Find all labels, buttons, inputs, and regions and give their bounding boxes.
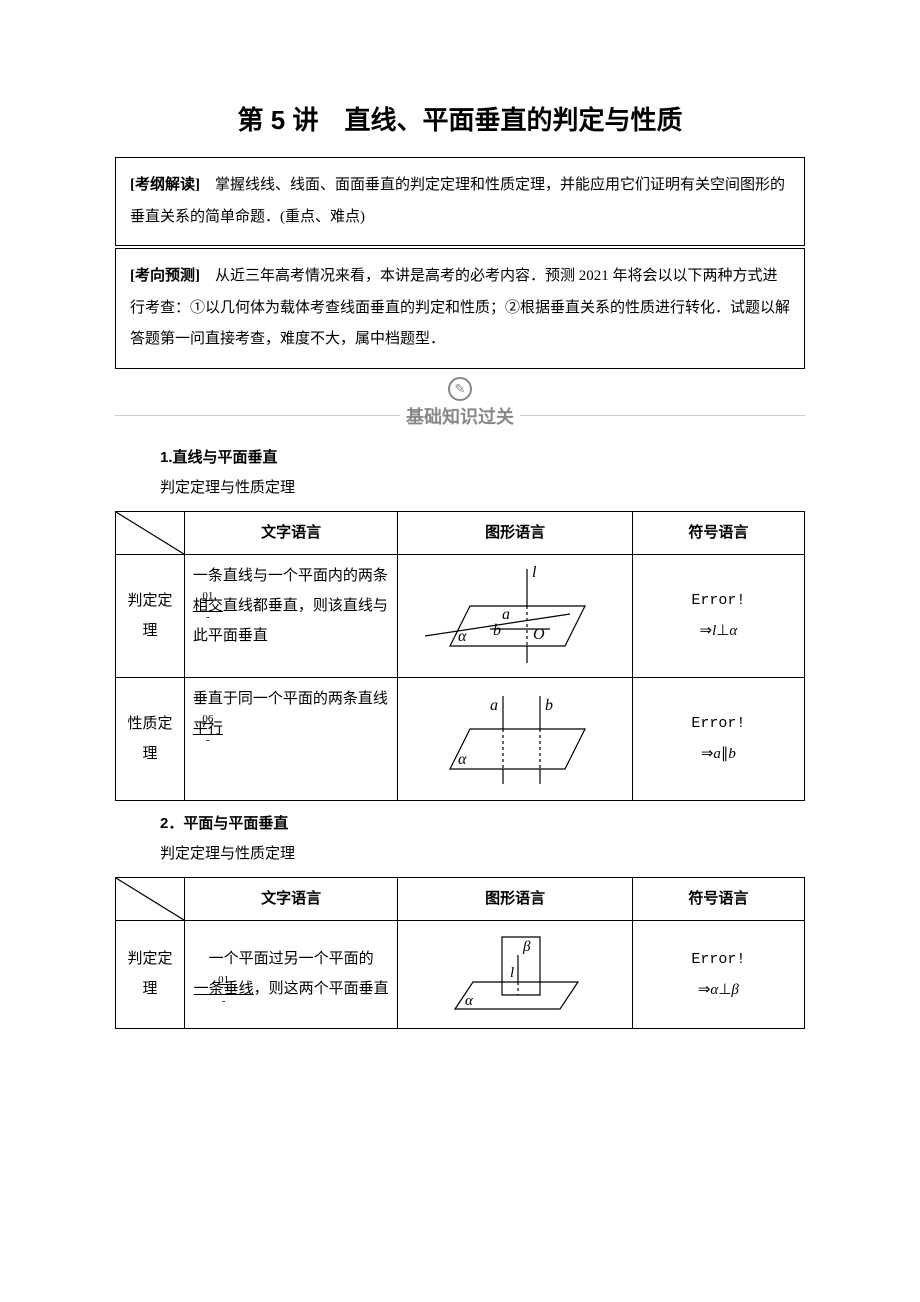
symbol-cell-judgment: Error! ⇒α⊥β	[632, 920, 804, 1028]
diag-header-cell	[116, 877, 185, 920]
row-label-judgment: 判定定理	[116, 920, 185, 1028]
box1-label: [考纲解读]	[130, 177, 200, 193]
box2-label: [考向预测]	[130, 268, 200, 284]
annotation-06: 06平行-	[193, 714, 223, 744]
trend-forecast-box: [考向预测] 从近三年高考情况来看，本讲是高考的必考内容．预测 2021 年将会…	[115, 248, 805, 369]
svg-text:l: l	[532, 564, 537, 581]
col-symbol-lang: 符号语言	[632, 511, 804, 554]
text-cell-judgment: 一个平面过另一个平面的01一条垂线-，则这两个平面垂直	[184, 920, 398, 1028]
box1-text: 掌握线线、线面、面面垂直的判定定理和性质定理，并能应用它们证明有关空间图形的垂直…	[130, 177, 785, 225]
row-label-property: 性质定理	[116, 677, 185, 800]
figure-cell-judgment: l a b O α	[398, 554, 632, 677]
table-row: 判定定理 一个平面过另一个平面的01一条垂线-，则这两个平面垂直 β l α E…	[116, 920, 805, 1028]
leaf-icon: ✎	[448, 377, 472, 401]
section2-heading: 2．平面与平面垂直	[160, 809, 805, 839]
page-title: 第 5 讲 直线、平面垂直的判定与性质	[115, 100, 805, 137]
col-text-lang: 文字语言	[184, 511, 398, 554]
symbolic-conclusion: ⇒α⊥β	[698, 982, 739, 998]
svg-text:β: β	[522, 939, 531, 955]
table-row: 性质定理 垂直于同一个平面的两条直线06平行- a b α Error! ⇒a∥…	[116, 677, 805, 800]
annotation-01b: 01一条垂线-	[194, 974, 254, 1004]
svg-text:b: b	[545, 697, 553, 714]
svg-text:α: α	[465, 993, 474, 1009]
col-figure-lang: 图形语言	[398, 877, 632, 920]
figure-cell-judgment: β l α	[398, 920, 632, 1028]
annotation-01: 01相交-	[193, 591, 223, 621]
figure-cell-property: a b α	[398, 677, 632, 800]
section-divider: ✎ 基础知识过关	[115, 377, 805, 429]
table-header-row: 文字语言 图形语言 符号语言	[116, 511, 805, 554]
divider-text: 基础知识过关	[406, 403, 514, 429]
col-text-lang: 文字语言	[184, 877, 398, 920]
svg-text:a: a	[502, 606, 510, 623]
box2-text: 从近三年高考情况来看，本讲是高考的必考内容．预测 2021 年将会以以下两种方式…	[130, 268, 790, 347]
row-label-judgment: 判定定理	[116, 554, 185, 677]
table-line-plane-perpendicular: 文字语言 图形语言 符号语言 判定定理 一条直线与一个平面内的两条01相交-直线…	[115, 511, 805, 801]
table-row: 判定定理 一条直线与一个平面内的两条01相交-直线都垂直，则该直线与此平面垂直 …	[116, 554, 805, 677]
text-cell-property: 垂直于同一个平面的两条直线06平行-	[184, 677, 398, 800]
svg-text:l: l	[510, 965, 514, 981]
svg-text:α: α	[458, 628, 467, 645]
symbolic-conclusion: ⇒a∥b	[701, 746, 736, 762]
table-header-row: 文字语言 图形语言 符号语言	[116, 877, 805, 920]
col-symbol-lang: 符号语言	[632, 877, 804, 920]
diag-header-cell	[116, 511, 185, 554]
col-figure-lang: 图形语言	[398, 511, 632, 554]
table-plane-plane-perpendicular: 文字语言 图形语言 符号语言 判定定理 一个平面过另一个平面的01一条垂线-，则…	[115, 877, 805, 1029]
section2-subtitle: 判定定理与性质定理	[160, 839, 805, 869]
svg-text:α: α	[458, 751, 467, 768]
error-text: Error!	[691, 951, 745, 968]
error-text: Error!	[691, 715, 745, 732]
svg-text:O: O	[533, 626, 545, 643]
section1-subtitle: 判定定理与性质定理	[160, 473, 805, 503]
section1-heading: 1.直线与平面垂直	[160, 443, 805, 473]
svg-text:b: b	[493, 622, 501, 639]
symbol-cell-judgment: Error! ⇒l⊥α	[632, 554, 804, 677]
svg-text:a: a	[490, 697, 498, 714]
exam-outline-box: [考纲解读] 掌握线线、线面、面面垂直的判定定理和性质定理，并能应用它们证明有关…	[115, 157, 805, 246]
error-text: Error!	[691, 592, 745, 609]
symbolic-conclusion: ⇒l⊥α	[700, 623, 738, 639]
text-cell-judgment: 一条直线与一个平面内的两条01相交-直线都垂直，则该直线与此平面垂直	[184, 554, 398, 677]
symbol-cell-property: Error! ⇒a∥b	[632, 677, 804, 800]
